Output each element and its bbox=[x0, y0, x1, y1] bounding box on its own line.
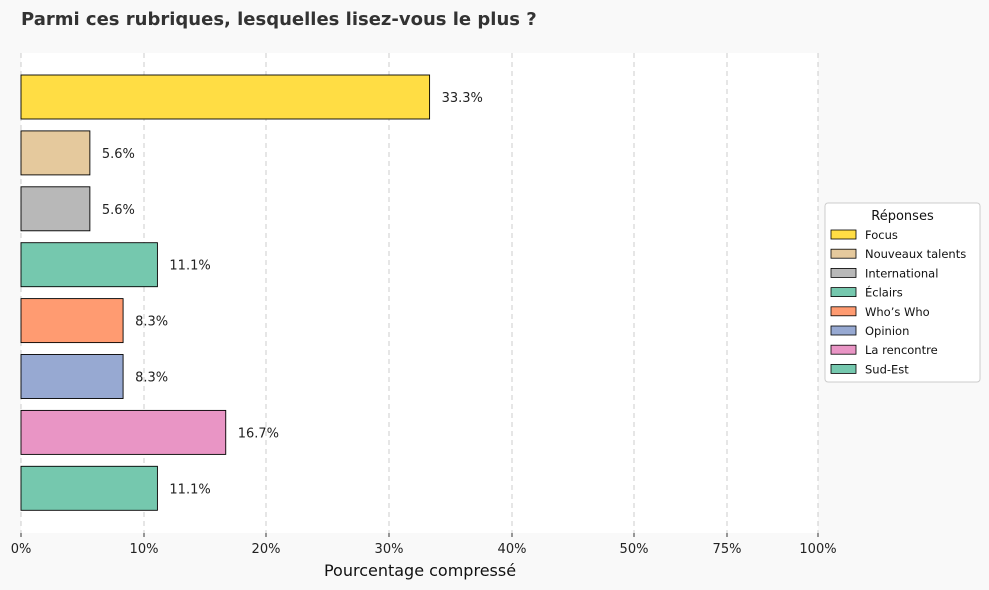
x-axis-label: Pourcentage compressé bbox=[324, 561, 516, 580]
bar-value-label: 5.6% bbox=[102, 203, 135, 218]
legend-entry-label: Focus bbox=[865, 228, 898, 242]
bar bbox=[20, 409, 227, 455]
bar bbox=[20, 242, 158, 288]
legend-entry-label: Sud-Est bbox=[865, 362, 909, 376]
x-tick-label: 0% bbox=[11, 542, 32, 557]
x-tick-label: 75% bbox=[713, 542, 742, 557]
bar-value-label: 8.3% bbox=[135, 315, 168, 330]
x-tick-label: 40% bbox=[498, 542, 527, 557]
bar bbox=[20, 465, 158, 511]
legend-swatch bbox=[830, 363, 857, 374]
legend-entry-label: Opinion bbox=[865, 324, 909, 338]
bars bbox=[20, 74, 431, 511]
chart-title: Parmi ces rubriques, lesquelles lisez-vo… bbox=[21, 9, 537, 30]
bar-value-label: 8.3% bbox=[135, 371, 168, 386]
legend-entry-label: Who’s Who bbox=[865, 305, 930, 319]
legend-entry-label: La rencontre bbox=[865, 343, 938, 357]
bar bbox=[20, 130, 91, 176]
x-axis-ticks: 0% 10% 20% 30% 40% 50% 75% 100% bbox=[11, 533, 837, 557]
bar bbox=[20, 354, 124, 399]
x-tick-label: 10% bbox=[130, 542, 159, 557]
legend-swatch bbox=[830, 325, 857, 336]
legend: Réponses Focus Nouveaux talents Internatio… bbox=[824, 202, 981, 383]
legend-swatch bbox=[830, 229, 857, 240]
plot-area bbox=[21, 53, 818, 533]
legend-box bbox=[824, 202, 981, 383]
x-tick-label: 30% bbox=[375, 542, 404, 557]
legend-swatch bbox=[830, 248, 857, 259]
bar bbox=[20, 74, 431, 120]
x-tick-label: 50% bbox=[620, 542, 649, 557]
bar-value-label: 11.1% bbox=[169, 259, 210, 274]
x-tick-label: 100% bbox=[799, 542, 836, 557]
legend-items: Focus Nouveaux talents International Éclair… bbox=[830, 228, 966, 376]
x-tick-label: 20% bbox=[252, 542, 281, 557]
legend-swatch bbox=[830, 267, 857, 278]
legend-entry-label: International bbox=[865, 266, 938, 280]
bar-value-label: 16.7% bbox=[238, 426, 279, 441]
legend-swatch bbox=[830, 306, 857, 317]
value-labels: 33.3% 5.6% 5.6% 11.1% 8.3% 8.3% 16.7% 11.1% bbox=[102, 91, 483, 497]
legend-swatch bbox=[830, 287, 857, 298]
bar bbox=[20, 186, 91, 232]
bar-value-label: 5.6% bbox=[102, 147, 135, 162]
bar-value-label: 33.3% bbox=[442, 91, 483, 106]
legend-entry-label: Éclairs bbox=[865, 285, 903, 300]
legend-title: Réponses bbox=[871, 209, 934, 224]
bar bbox=[20, 298, 124, 344]
legend-entry-label: Nouveaux talents bbox=[865, 247, 966, 261]
bar-value-label: 11.1% bbox=[169, 482, 210, 497]
legend-swatch bbox=[830, 344, 857, 355]
